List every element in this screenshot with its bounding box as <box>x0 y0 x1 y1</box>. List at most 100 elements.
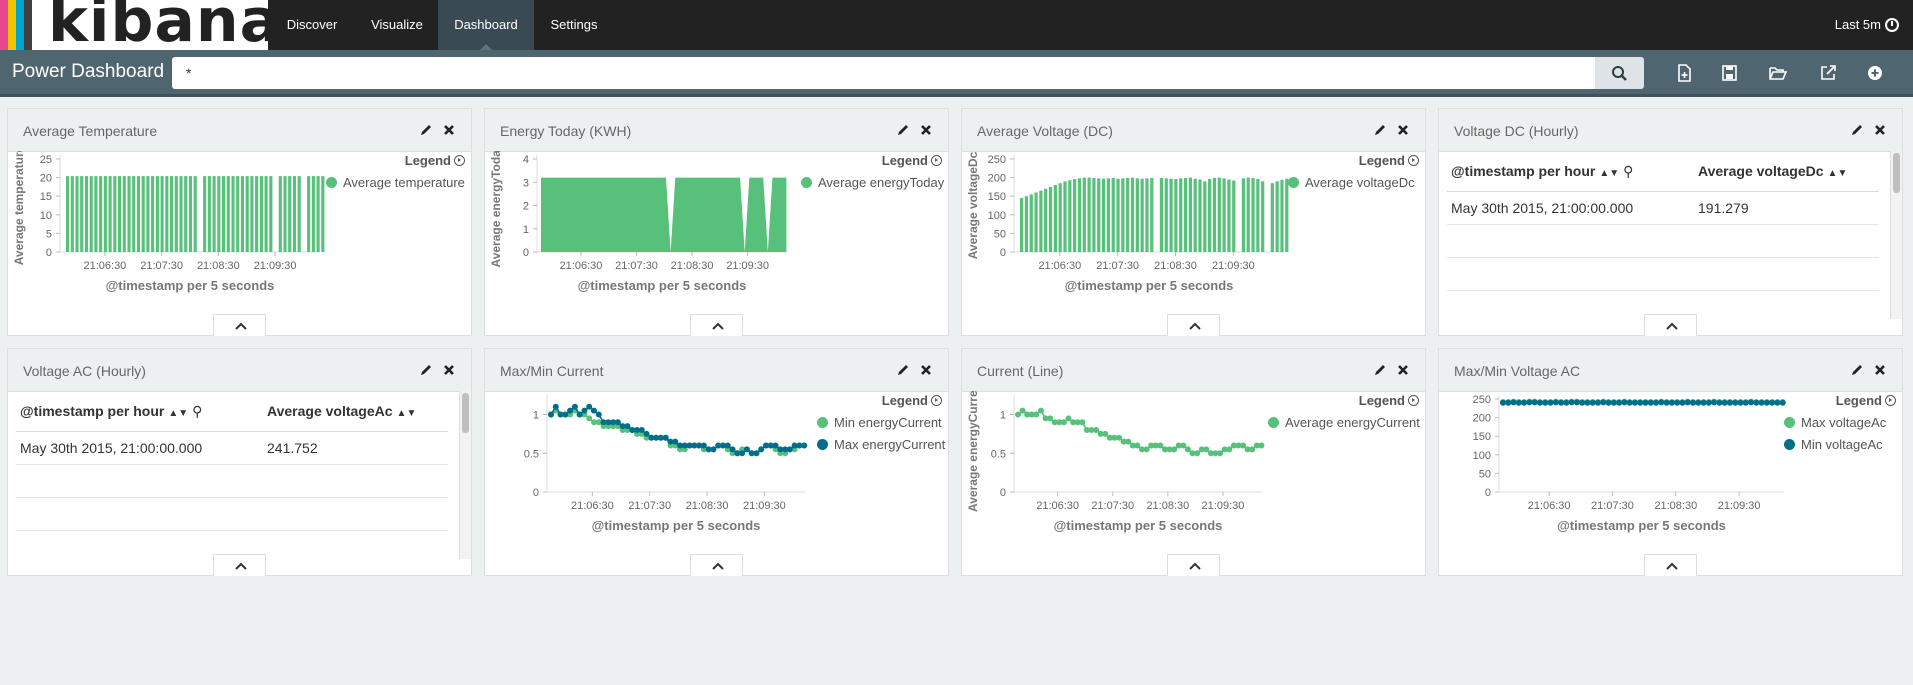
collapse-button[interactable] <box>1167 554 1220 576</box>
collapse-button[interactable] <box>1167 314 1220 336</box>
close-icon[interactable] <box>919 363 933 377</box>
legend-item[interactable]: Min energyCurrent <box>817 415 948 430</box>
legend-item[interactable]: Average energyCurrent <box>1268 415 1425 430</box>
pencil-icon[interactable] <box>896 363 910 377</box>
pencil-icon[interactable] <box>1373 123 1387 137</box>
nav-dashboard[interactable]: Dashboard <box>438 0 534 50</box>
legend-toggle[interactable]: Legend <box>801 153 948 168</box>
pencil-icon[interactable] <box>1850 123 1864 137</box>
sort-icon[interactable]: ▲▼ <box>1827 168 1848 179</box>
sort-icon[interactable]: ▲▼ <box>1599 168 1620 179</box>
pencil-icon[interactable] <box>896 123 910 137</box>
column-header[interactable]: Average voltageDc ▲▼ <box>1698 151 1879 191</box>
bar <box>1188 177 1192 252</box>
nav-visualize[interactable]: Visualize <box>371 17 423 32</box>
column-header[interactable]: @timestamp per hour ▲▼ ⚲ <box>16 391 267 431</box>
save-dashboard-button[interactable] <box>1718 62 1740 84</box>
logo-wordmark: kibana <box>48 0 268 50</box>
panel-title: Max/Min Voltage AC <box>1454 363 1581 379</box>
legend-toggle[interactable]: Legend <box>817 393 948 408</box>
data-point <box>700 442 707 449</box>
close-icon[interactable] <box>1396 363 1410 377</box>
data-point <box>1753 399 1760 406</box>
data-point <box>624 423 631 430</box>
bar <box>1232 180 1236 252</box>
column-header[interactable]: @timestamp per hour ▲▼ ⚲ <box>1447 151 1698 191</box>
kibana-logo[interactable]: kibana <box>0 0 268 50</box>
panel-energy-today: Energy Today (KWH) 0 1 2 3 4 21:06:30 21:07:30… <box>484 108 949 336</box>
legend-item[interactable]: Min voltageAc <box>1784 437 1902 452</box>
data-table: @timestamp per hour ▲▼ ⚲ Average voltageAc… <box>16 391 448 531</box>
filter-search-icon[interactable]: ⚲ <box>192 403 203 419</box>
share-dashboard-button[interactable] <box>1817 62 1839 84</box>
bar <box>297 176 301 252</box>
sort-icon[interactable]: ▲▼ <box>168 408 189 419</box>
data-point <box>571 403 578 410</box>
collapse-button[interactable] <box>213 314 266 336</box>
data-point <box>1258 442 1265 449</box>
legend-item[interactable]: Max voltageAc <box>1784 415 1902 430</box>
legend-item[interactable]: Average temperature <box>326 175 471 190</box>
legend-item[interactable]: Average energyToday <box>801 175 948 190</box>
collapse-button[interactable] <box>1644 554 1697 576</box>
bar <box>1130 177 1135 252</box>
legend-toggle[interactable]: Legend <box>326 153 471 168</box>
bar <box>236 176 240 252</box>
scrollbar-thumb[interactable] <box>462 393 469 433</box>
add-visualization-button[interactable] <box>1864 62 1886 84</box>
scrollbar[interactable] <box>1890 151 1902 319</box>
nav-settings[interactable]: Settings <box>550 17 598 32</box>
data-point <box>1647 399 1654 406</box>
legend-toggle[interactable]: Legend <box>1784 393 1902 408</box>
collapse-button[interactable] <box>690 314 743 336</box>
x-tick-label: 21:09:30 <box>1212 260 1255 272</box>
x-tick-label: 21:09:30 <box>726 260 769 272</box>
data-point <box>1125 438 1132 445</box>
x-tick-label: 21:08:30 <box>686 500 729 512</box>
search-button[interactable] <box>1595 57 1644 89</box>
close-icon[interactable] <box>1873 363 1887 377</box>
pencil-icon[interactable] <box>419 363 433 377</box>
bar <box>174 176 178 252</box>
filter-search-icon[interactable]: ⚲ <box>1623 163 1634 179</box>
scrollbar-thumb[interactable] <box>1893 153 1900 193</box>
chart-energy-today: 0 1 2 3 4 21:06:30 21:07:30 21:08:30 21:09:30 @ti… <box>489 151 787 293</box>
pencil-icon[interactable] <box>1373 363 1387 377</box>
scrollbar[interactable] <box>459 391 471 559</box>
legend-toggle[interactable]: Legend <box>1268 393 1425 408</box>
pencil-icon[interactable] <box>1850 363 1864 377</box>
time-picker[interactable]: Last 5m <box>1835 0 1899 50</box>
y-tick-label: 0 <box>533 487 539 499</box>
bar <box>66 176 70 252</box>
data-point <box>1589 399 1596 406</box>
nav-discover[interactable]: Discover <box>286 17 338 32</box>
data-table: @timestamp per hour ▲▼ ⚲ Average voltageDc… <box>1447 151 1879 291</box>
close-icon[interactable] <box>1873 123 1887 137</box>
sort-icon[interactable]: ▲▼ <box>396 408 417 419</box>
collapse-button[interactable] <box>690 554 743 576</box>
search-icon <box>1612 66 1627 81</box>
new-dashboard-button[interactable] <box>1673 62 1695 84</box>
collapse-button[interactable] <box>213 554 266 576</box>
close-icon[interactable] <box>442 363 456 377</box>
legend-item[interactable]: Average voltageDc <box>1288 175 1425 190</box>
legend-item[interactable]: Max energyCurrent <box>817 437 948 452</box>
column-header-label: @timestamp per hour <box>20 403 165 419</box>
chevron-up-icon <box>1189 562 1201 570</box>
bar <box>283 176 287 252</box>
close-icon[interactable] <box>1396 123 1410 137</box>
legend-toggle[interactable]: Legend <box>1288 153 1425 168</box>
column-header[interactable]: Average voltageAc ▲▼ <box>267 391 448 431</box>
pencil-icon[interactable] <box>419 123 433 137</box>
collapse-button[interactable] <box>1644 314 1697 336</box>
bar <box>141 176 145 252</box>
legend-label: Average energyToday <box>818 175 945 190</box>
data-point <box>576 411 583 418</box>
open-dashboard-button[interactable] <box>1767 62 1789 84</box>
bar <box>1063 181 1067 252</box>
bar <box>269 176 273 252</box>
close-icon[interactable] <box>919 123 933 137</box>
close-icon[interactable] <box>442 123 456 137</box>
query-input[interactable] <box>172 57 1595 89</box>
bar <box>316 176 320 252</box>
